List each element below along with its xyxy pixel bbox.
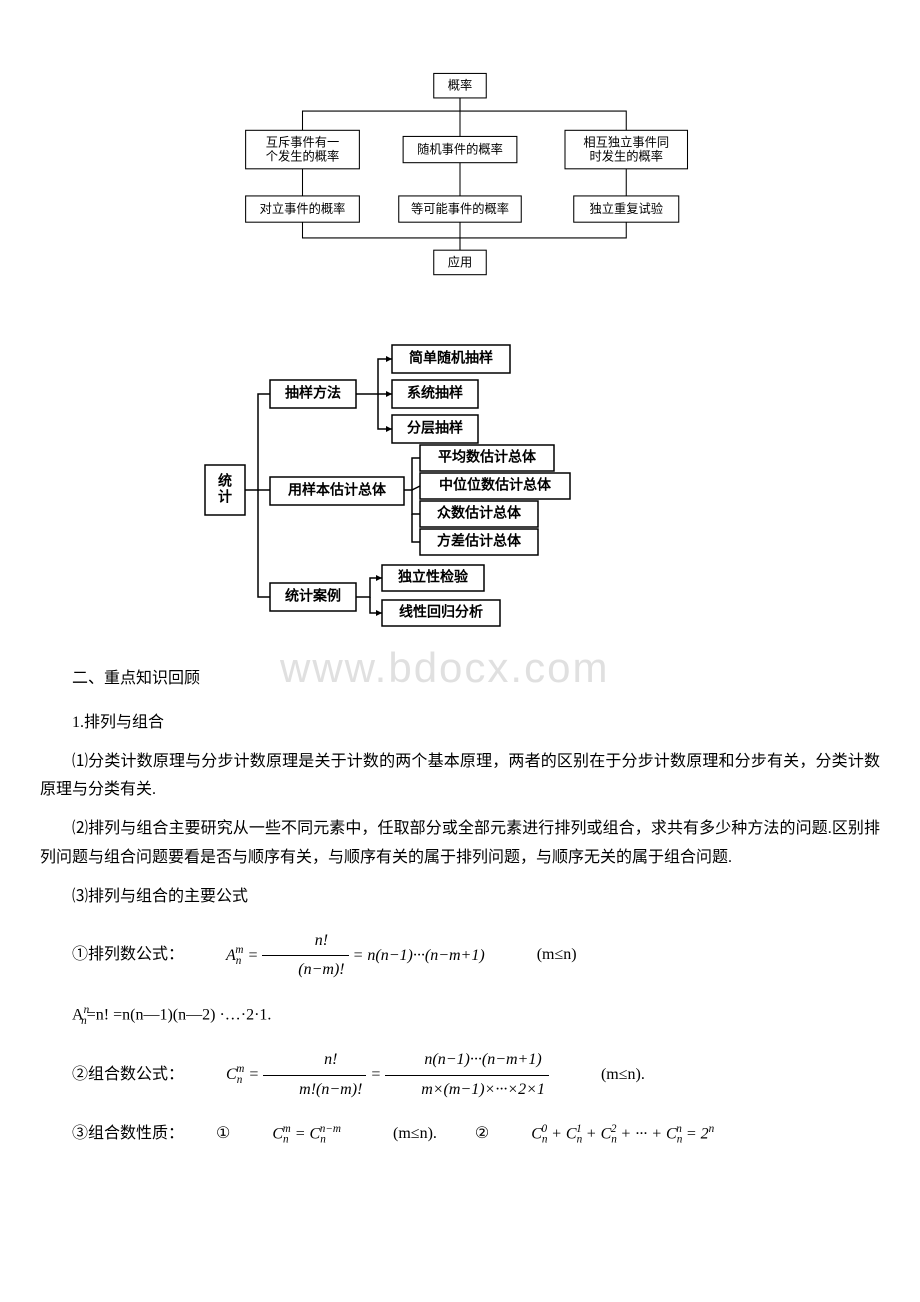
svg-text:系统抽样: 系统抽样 [407, 385, 463, 402]
svg-text:计: 计 [218, 489, 232, 506]
svg-text:互斥事件有一: 互斥事件有一 [266, 136, 340, 150]
probability-diagram: 概率互斥事件有一个发生的概率 随机事件的概率 相互独立事件同时发生的概率对立事件的概… [40, 40, 880, 295]
paragraph-2: ⑵排列与组合主要研究从一些不同元素中，任取部分或全部元素进行排列或组合，求共有多… [40, 815, 880, 873]
paragraph-1: ⑴分类计数原理与分步计数原理是关于计数的两个基本原理，两者的区别在于分步计数原理… [40, 748, 880, 806]
formula2-expr: Cnm = n! m!(n−m)! = n(n−1)···(n−m+1) m×(… [194, 1046, 549, 1105]
svg-text:线性回归分析: 线性回归分析 [399, 604, 483, 621]
formula3-prop1-suffix: (m≤n). [361, 1120, 437, 1149]
circled-2: ② [443, 1120, 489, 1149]
diagram2-svg: 统计 抽样方法 简单随机抽样系统抽样分层抽样用样本估计总体 平均数估计总体中位位数估计… [160, 325, 760, 635]
formula-permutation: ①排列数公式： Anm = n! (n−m)! = n(n−1)···(n−m+… [40, 927, 880, 986]
svg-text:分层抽样: 分层抽样 [407, 420, 463, 437]
svg-text:应用: 应用 [448, 254, 473, 269]
circled-1: ① [184, 1120, 230, 1149]
svg-text:独立性检验: 独立性检验 [398, 569, 469, 586]
formula3-label: ③组合数性质： [40, 1120, 184, 1149]
svg-text:简单随机抽样: 简单随机抽样 [409, 350, 493, 367]
svg-text:相互独立事件同: 相互独立事件同 [583, 135, 669, 150]
statistics-diagram: 统计 抽样方法 简单随机抽样系统抽样分层抽样用样本估计总体 平均数估计总体中位位数估计… [40, 325, 880, 635]
svg-text:方差估计总体: 方差估计总体 [437, 533, 522, 550]
svg-text:抽样方法: 抽样方法 [285, 385, 341, 402]
svg-text:统计案例: 统计案例 [285, 588, 341, 605]
formula3-prop2: Cn0 + Cn1 + Cn2 + ··· + Cnn = 2n [499, 1119, 714, 1150]
svg-text:个发生的概率: 个发生的概率 [266, 149, 340, 164]
svg-text:众数估计总体: 众数估计总体 [437, 505, 522, 522]
formula2-label: ②组合数公式： [40, 1061, 184, 1090]
svg-text:时发生的概率: 时发生的概率 [590, 149, 664, 164]
svg-text:等可能事件的概率: 等可能事件的概率 [411, 201, 509, 216]
svg-text:中位位数估计总体: 中位位数估计总体 [439, 477, 552, 494]
formula-combination: ②组合数公式： Cnm = n! m!(n−m)! = n(n−1)···(n−… [40, 1046, 880, 1105]
svg-text:对立事件的概率: 对立事件的概率 [260, 201, 346, 216]
diagram1-svg: 概率互斥事件有一个发生的概率 随机事件的概率 相互独立事件同时发生的概率对立事件的概… [110, 40, 810, 295]
svg-text:用样本估计总体: 用样本估计总体 [288, 482, 387, 499]
formula1-line2: Ann=n! =n(n—1)(n—2) ·…·2·1. [40, 1000, 880, 1031]
svg-text:平均数估计总体: 平均数估计总体 [438, 449, 537, 466]
svg-text:独立重复试验: 独立重复试验 [590, 201, 664, 216]
svg-text:随机事件的概率: 随机事件的概率 [417, 142, 503, 157]
formula-combination-props: ③组合数性质： ① Cnm = Cnn−m (m≤n). ② Cn0 + Cn1… [40, 1119, 880, 1150]
svg-text:概率: 概率 [448, 78, 473, 93]
formula1-suffix: (m≤n) [505, 941, 577, 970]
svg-text:统: 统 [218, 473, 232, 490]
subsection-1: 1.排列与组合 [40, 709, 880, 738]
formula1-expr: Anm = n! (n−m)! = n(n−1)···(n−m+1) [194, 927, 485, 986]
formula2-suffix: (m≤n). [569, 1061, 645, 1090]
formula3-prop1: Cnm = Cnn−m [240, 1119, 341, 1150]
section-title: 二、重点知识回顾 [40, 665, 880, 694]
paragraph-3: ⑶排列与组合的主要公式 [40, 883, 880, 912]
formula1-label: ①排列数公式： [40, 941, 184, 970]
